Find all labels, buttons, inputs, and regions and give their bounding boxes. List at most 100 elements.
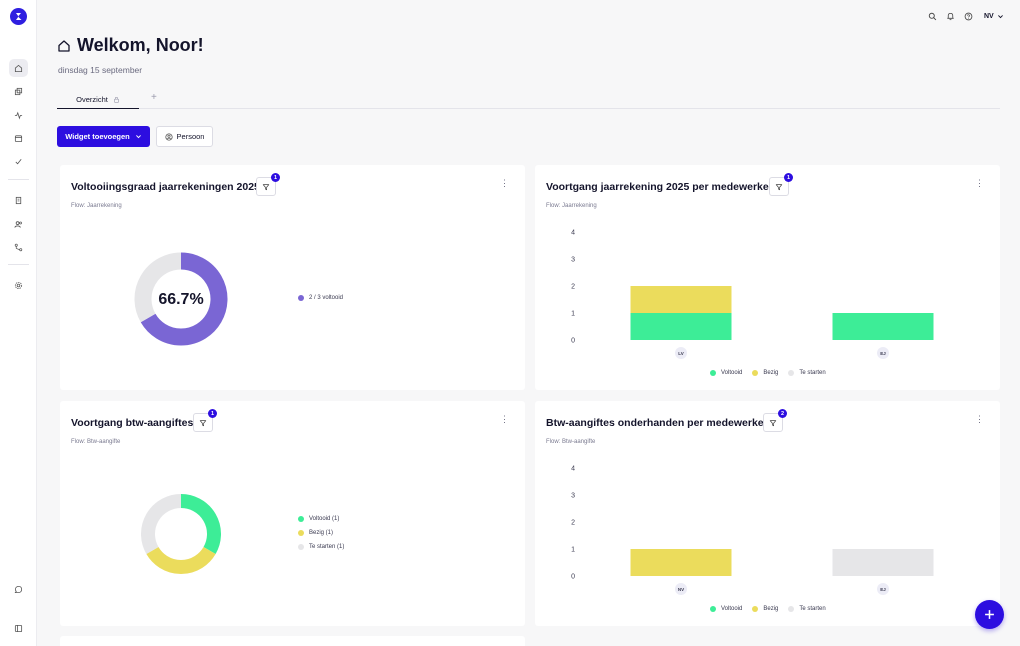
dashboard-tabs: Overzicht + bbox=[57, 90, 1000, 109]
add-widget-label: Widget toevoegen bbox=[65, 132, 130, 141]
filter-icon bbox=[769, 419, 777, 426]
search-button[interactable] bbox=[926, 10, 938, 22]
legend-dot bbox=[710, 370, 716, 376]
bar-segment[interactable] bbox=[832, 549, 934, 576]
stack-icon bbox=[14, 87, 23, 95]
bar-segment[interactable] bbox=[630, 313, 732, 340]
home-icon bbox=[14, 64, 23, 72]
sidebar-item-chat[interactable] bbox=[9, 580, 28, 598]
notifications-button[interactable] bbox=[944, 10, 956, 22]
legend-label: 2 / 3 voltooid bbox=[309, 295, 344, 301]
y-tick-label: 4 bbox=[571, 466, 575, 473]
add-widget-button[interactable]: Widget toevoegen bbox=[57, 126, 150, 147]
legend-label: Bezig (1) bbox=[309, 530, 334, 536]
tab-overzicht[interactable]: Overzicht bbox=[57, 90, 139, 109]
widget-filter-button[interactable]: 1 bbox=[256, 173, 280, 196]
lock-icon bbox=[113, 96, 119, 103]
filter-count-badge: 1 bbox=[271, 173, 280, 182]
sidebar-item-documents[interactable] bbox=[9, 191, 28, 209]
filter-count-badge: 1 bbox=[784, 173, 793, 182]
donut-slice[interactable] bbox=[146, 546, 216, 574]
widget-filter-button[interactable]: 1 bbox=[769, 173, 793, 196]
legend-dot bbox=[298, 295, 304, 301]
donut-slice[interactable] bbox=[141, 494, 182, 554]
sidebar-item-home[interactable] bbox=[9, 59, 28, 77]
widget-menu-button[interactable]: ⋮ bbox=[975, 178, 984, 188]
person-filter-button[interactable]: Persoon bbox=[156, 126, 213, 147]
x-tick-label: EJ bbox=[880, 351, 886, 356]
stacked-bar-chart: 0 1 2 3 4 NV EJ bbox=[571, 466, 934, 595]
legend-label: Te starten bbox=[799, 606, 826, 612]
sidebar-item-clients[interactable] bbox=[9, 215, 28, 233]
legend-item: Voltooid bbox=[710, 370, 742, 376]
home-icon bbox=[58, 39, 70, 52]
donut-slice[interactable] bbox=[134, 252, 182, 323]
help-icon bbox=[964, 12, 972, 20]
add-fab-button[interactable] bbox=[975, 600, 1004, 629]
widget-filter-button[interactable]: 2 bbox=[763, 409, 787, 432]
chart-legend: Voltooid Bezig Te starten bbox=[710, 606, 826, 612]
app-logo[interactable] bbox=[10, 8, 27, 25]
y-tick-label: 2 bbox=[571, 520, 575, 527]
y-tick-label: 2 bbox=[571, 284, 575, 291]
add-tab-button[interactable]: + bbox=[151, 92, 157, 103]
legend-item: Bezig bbox=[752, 606, 778, 612]
bar-segment[interactable] bbox=[832, 313, 934, 340]
legend-item: Voltooid (1) bbox=[298, 516, 344, 522]
x-tick-label: LV bbox=[678, 351, 683, 356]
avatar: NV bbox=[984, 12, 994, 20]
sidebar-item-widgets[interactable] bbox=[9, 82, 28, 100]
help-button[interactable] bbox=[962, 10, 974, 22]
widget-menu-button[interactable]: ⋮ bbox=[975, 414, 984, 424]
legend-dot bbox=[710, 606, 716, 612]
widget-vat-progress: Voortgang btw-aangiftes 1 ⋮ Flow: Btw-aa… bbox=[60, 401, 525, 626]
y-tick-label: 0 bbox=[571, 574, 575, 581]
y-tick-label: 1 bbox=[571, 311, 575, 318]
widget-vat-in-progress-per-employee: Btw-aangiftes onderhanden per medewerker… bbox=[535, 401, 1000, 626]
sidebar-item-flows[interactable] bbox=[9, 238, 28, 256]
y-tick-label: 1 bbox=[571, 547, 575, 554]
widget-completion-rate: Voltooiingsgraad jaarrekeningen 2025 1 ⋮… bbox=[60, 165, 525, 390]
widget-subtitle: Flow: Jaarrekening bbox=[546, 203, 597, 209]
chart-legend: 2 / 3 voltooid bbox=[298, 295, 343, 301]
legend-item: Voltooid bbox=[710, 606, 742, 612]
legend-label: Te starten bbox=[799, 370, 826, 376]
filter-icon bbox=[262, 183, 270, 190]
person-filter-label: Persoon bbox=[176, 132, 205, 141]
sidebar-item-activity[interactable] bbox=[9, 106, 28, 124]
bar-segment[interactable] bbox=[630, 286, 732, 313]
legend-dot bbox=[788, 606, 795, 612]
building-icon bbox=[15, 196, 22, 204]
chevron-down-icon bbox=[997, 14, 1003, 18]
legend-item: Bezig (1) bbox=[298, 530, 344, 536]
bar-segment[interactable] bbox=[630, 549, 732, 576]
x-tick-label: NV bbox=[678, 587, 684, 592]
widget-title: Btw-aangiftes onderhanden per medewerker bbox=[546, 417, 768, 429]
legend-item: Te starten bbox=[788, 370, 826, 376]
donut-slice[interactable] bbox=[180, 494, 221, 554]
y-tick-label: 0 bbox=[571, 338, 575, 345]
legend-label: Bezig bbox=[763, 370, 779, 376]
donut-chart bbox=[141, 494, 221, 574]
bell-icon bbox=[946, 12, 954, 20]
legend-label: Bezig bbox=[763, 606, 779, 612]
widget-menu-button[interactable]: ⋮ bbox=[500, 178, 509, 188]
widget-menu-button[interactable]: ⋮ bbox=[500, 414, 509, 424]
calendar-icon bbox=[14, 134, 23, 142]
stacked-bar-chart: 0 1 2 3 4 LV EJ bbox=[571, 230, 934, 359]
sidebar-collapse-button[interactable] bbox=[9, 619, 28, 637]
sidebar-item-settings[interactable] bbox=[9, 276, 28, 294]
donut-slice[interactable] bbox=[140, 252, 228, 346]
legend-dot bbox=[788, 370, 795, 376]
widget-subtitle: Flow: Btw-aangifte bbox=[546, 439, 596, 445]
donut-chart: 66.7% bbox=[134, 252, 228, 346]
user-menu[interactable]: NV bbox=[984, 9, 1004, 23]
filter-icon bbox=[199, 419, 207, 426]
sidebar-item-calendar[interactable] bbox=[9, 129, 28, 147]
sidebar-toggle-icon bbox=[14, 624, 23, 632]
legend-label: Te starten (1) bbox=[309, 544, 345, 550]
legend-item: Te starten bbox=[788, 606, 826, 612]
sidebar-item-tasks[interactable] bbox=[9, 152, 28, 170]
widget-filter-button[interactable]: 1 bbox=[193, 409, 217, 432]
chevron-down-icon bbox=[135, 135, 141, 139]
